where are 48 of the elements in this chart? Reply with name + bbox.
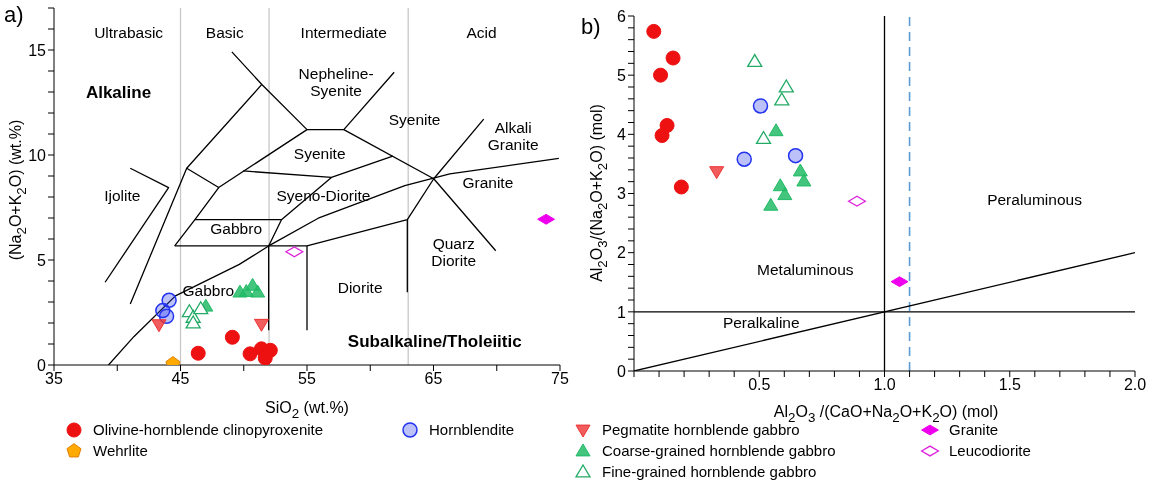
annotation: Metaluminous xyxy=(757,261,854,279)
x-axis-title: SiO$_{2}$ (wt.%) xyxy=(265,399,349,421)
x-tick-label: 65 xyxy=(424,370,443,388)
annotation: Gabbro xyxy=(182,281,235,299)
legend-label: Leucodiorite xyxy=(949,441,1031,461)
y-tick-label: 5 xyxy=(37,251,47,269)
x-tick-label: 35 xyxy=(45,370,63,388)
annotation: Subalkaline/Tholeiitic xyxy=(347,332,522,352)
y-tick-label: 3 xyxy=(617,185,627,203)
y-tick-label: 1 xyxy=(617,303,627,321)
annotation: Basic xyxy=(205,24,244,42)
annotation: Peralkaline xyxy=(722,314,800,332)
annotation: Alkali Granite xyxy=(487,119,539,154)
annotation: Acid xyxy=(466,24,497,42)
annotation: Diorite xyxy=(337,278,383,296)
legend-label: Fine-grained hornblende gabbro xyxy=(602,462,817,482)
y-tick-label: 0 xyxy=(37,356,47,374)
text: a) xyxy=(4,2,24,28)
y-tick-label: 6 xyxy=(617,7,627,25)
x-tick-label: 45 xyxy=(171,370,190,388)
annotation: Peraluminous xyxy=(987,190,1083,208)
annotation: Alkaline xyxy=(85,83,152,103)
x-tick-label: 2.0 xyxy=(1123,376,1147,394)
annotation: Syenite xyxy=(388,110,441,128)
legend-label: Hornblendite xyxy=(429,420,515,440)
y-tick-label: 4 xyxy=(617,126,627,144)
annotation: Intermediate xyxy=(300,24,387,42)
x-tick-label: 75 xyxy=(551,370,569,388)
annotation: Syenite xyxy=(293,145,346,163)
y-tick-label: 2 xyxy=(617,244,627,262)
annotation: Gabbro xyxy=(210,220,263,238)
x-tick-label: 55 xyxy=(298,370,316,388)
y-tick-label: 15 xyxy=(28,41,47,59)
text: b) xyxy=(581,14,601,40)
legend-label: Olivine-hornblende clinopyroxenite xyxy=(93,420,324,440)
annotation: Ijolite xyxy=(104,187,141,205)
x-tick-label: 1.0 xyxy=(873,376,896,394)
y-tick-label: 10 xyxy=(28,146,47,164)
y-tick-label: 5 xyxy=(617,66,627,84)
legend-label: Coarse-grained hornblende gabbro xyxy=(602,441,836,461)
annotation: Granite xyxy=(462,174,514,192)
x-tick-label: 0.5 xyxy=(748,376,771,394)
annotation: Nepheline- Syenite xyxy=(298,64,374,99)
annotation: Ultrabasic xyxy=(94,24,164,42)
x-tick-label: 1.5 xyxy=(998,376,1021,394)
annotation: Quarz Diorite xyxy=(431,234,477,269)
y-tick-label: 0 xyxy=(617,362,627,380)
legend-label: Wehrlite xyxy=(93,441,148,461)
